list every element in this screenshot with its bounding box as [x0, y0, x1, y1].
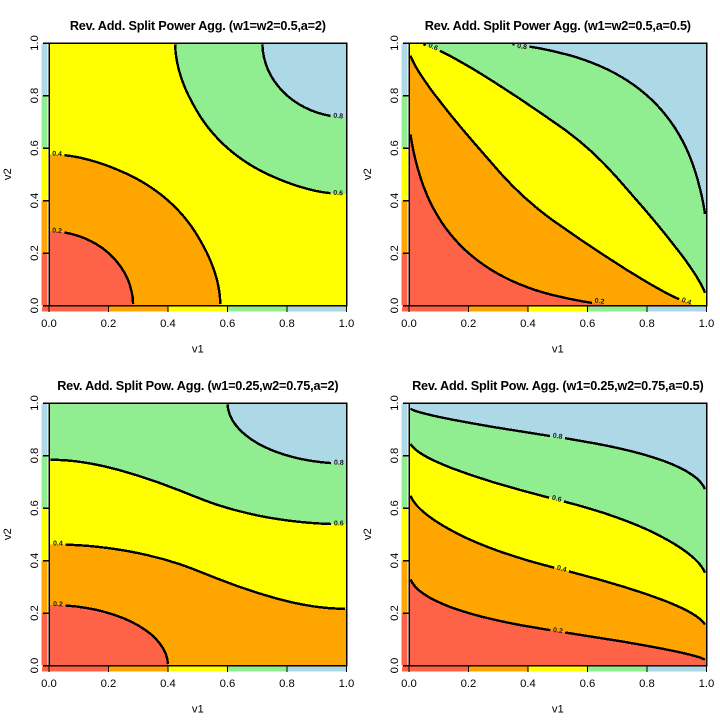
svg-text:0.4: 0.4 [520, 318, 536, 330]
svg-text:0.4: 0.4 [389, 553, 401, 569]
svg-text:0.4: 0.4 [680, 297, 692, 307]
svg-text:0.0: 0.0 [389, 658, 401, 674]
svg-text:0.2: 0.2 [389, 245, 401, 261]
svg-text:0.8: 0.8 [389, 448, 401, 464]
svg-text:0.2: 0.2 [553, 627, 564, 635]
svg-text:v2: v2 [362, 168, 374, 180]
svg-text:Rev. Add. Split Pow. Agg. (w1=: Rev. Add. Split Pow. Agg. (w1=0.25,w2=0.… [57, 379, 338, 393]
svg-text:0.2: 0.2 [101, 318, 117, 330]
svg-text:0.6: 0.6 [551, 495, 562, 504]
svg-text:0.0: 0.0 [401, 678, 417, 690]
svg-text:1.0: 1.0 [339, 678, 355, 690]
svg-text:0.6: 0.6 [389, 500, 401, 516]
svg-text:v1: v1 [552, 344, 564, 356]
svg-text:0.4: 0.4 [29, 553, 41, 569]
svg-text:0.4: 0.4 [160, 678, 176, 690]
svg-text:0.0: 0.0 [41, 678, 57, 690]
svg-text:0.2: 0.2 [389, 605, 401, 621]
svg-text:0.4: 0.4 [160, 318, 176, 330]
svg-text:0.8: 0.8 [334, 460, 344, 467]
svg-text:v2: v2 [362, 528, 374, 540]
svg-text:v1: v1 [192, 704, 204, 716]
svg-text:1.0: 1.0 [29, 35, 41, 51]
svg-text:0.8: 0.8 [639, 318, 655, 330]
svg-text:Rev. Add. Split Power Agg. (w1: Rev. Add. Split Power Agg. (w1=w2=0.5,a=… [70, 19, 326, 33]
svg-text:v2: v2 [2, 168, 14, 180]
svg-text:0.6: 0.6 [580, 678, 596, 690]
svg-text:0.4: 0.4 [53, 540, 63, 547]
svg-text:0.2: 0.2 [29, 605, 41, 621]
svg-text:0.8: 0.8 [389, 88, 401, 104]
svg-text:0.2: 0.2 [594, 298, 605, 306]
svg-text:1.0: 1.0 [339, 318, 355, 330]
svg-text:0.6: 0.6 [220, 318, 236, 330]
svg-text:1.0: 1.0 [389, 395, 401, 411]
svg-text:1.0: 1.0 [389, 35, 401, 51]
svg-text:v2: v2 [2, 528, 14, 540]
svg-text:0.6: 0.6 [334, 520, 344, 527]
svg-text:0.8: 0.8 [29, 88, 41, 104]
svg-text:0.6: 0.6 [427, 42, 439, 52]
svg-text:0.4: 0.4 [556, 565, 567, 574]
svg-text:0.4: 0.4 [520, 678, 536, 690]
svg-text:0.6: 0.6 [29, 500, 41, 516]
svg-text:Rev. Add. Split Pow. Agg. (w1=: Rev. Add. Split Pow. Agg. (w1=0.25,w2=0.… [412, 379, 703, 393]
svg-text:0.0: 0.0 [29, 298, 41, 314]
svg-text:v1: v1 [192, 344, 204, 356]
svg-text:0.8: 0.8 [639, 678, 655, 690]
svg-text:0.2: 0.2 [29, 245, 41, 261]
svg-text:0.0: 0.0 [29, 658, 41, 674]
svg-text:0.4: 0.4 [29, 193, 41, 209]
svg-text:0.8: 0.8 [279, 318, 295, 330]
svg-text:0.6: 0.6 [389, 140, 401, 156]
svg-text:0.8: 0.8 [333, 113, 343, 121]
svg-text:1.0: 1.0 [699, 318, 715, 330]
svg-text:v1: v1 [552, 704, 564, 716]
svg-text:Rev. Add. Split Power Agg. (w1: Rev. Add. Split Power Agg. (w1=w2=0.5,a=… [425, 19, 691, 33]
svg-text:0.6: 0.6 [220, 678, 236, 690]
svg-text:0.4: 0.4 [52, 151, 62, 159]
svg-text:0.4: 0.4 [389, 193, 401, 209]
svg-text:0.2: 0.2 [461, 318, 477, 330]
svg-text:0.8: 0.8 [552, 433, 563, 441]
svg-text:0.6: 0.6 [333, 190, 343, 198]
svg-text:0.2: 0.2 [53, 601, 63, 608]
svg-text:0.6: 0.6 [580, 318, 596, 330]
svg-text:1.0: 1.0 [699, 678, 715, 690]
svg-text:0.0: 0.0 [389, 298, 401, 314]
svg-text:0.6: 0.6 [29, 140, 41, 156]
svg-text:0.2: 0.2 [461, 678, 477, 690]
svg-text:0.2: 0.2 [52, 227, 62, 235]
svg-text:1.0: 1.0 [29, 395, 41, 411]
svg-text:0.0: 0.0 [41, 318, 57, 330]
svg-text:0.8: 0.8 [29, 448, 41, 464]
svg-text:0.2: 0.2 [101, 678, 117, 690]
svg-text:0.8: 0.8 [279, 678, 295, 690]
svg-text:0.8: 0.8 [517, 43, 528, 51]
svg-text:0.0: 0.0 [401, 318, 417, 330]
